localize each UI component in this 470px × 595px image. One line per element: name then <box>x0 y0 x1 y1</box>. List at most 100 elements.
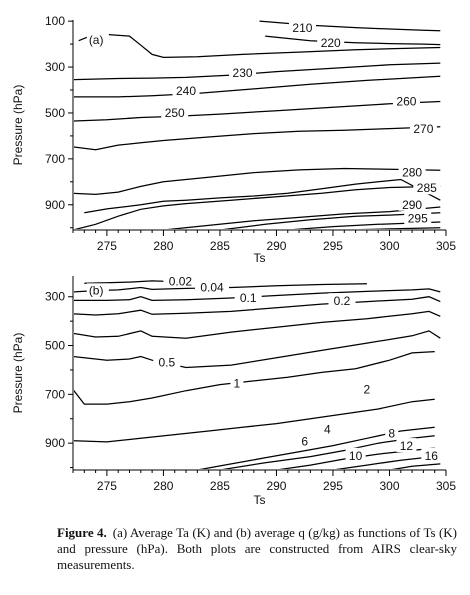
contour-label-bg <box>195 279 230 294</box>
panel-b-humidity: 275 280 285 290 295 300 305 300 500 700 900 Ts Press… <box>11 273 456 507</box>
contour-label: 210 <box>292 21 312 35</box>
figure: 275 280 285 290 295 300 305100300500700900TsPr… <box>11 14 456 507</box>
contour-line <box>74 167 441 196</box>
contour-label-bg <box>413 180 441 195</box>
caption-text: (a) Average Ta (K) and (b) average q (g/… <box>57 525 457 572</box>
contour-label: 0.5 <box>158 356 175 370</box>
contour-label-bg <box>234 289 262 304</box>
x-tick-label: 305 <box>436 479 456 493</box>
contour-line <box>74 288 441 302</box>
contour-lines <box>74 20 441 229</box>
contour-label-bg <box>161 104 189 119</box>
contour-line <box>74 126 441 151</box>
y-tick-label: 100 <box>45 14 65 28</box>
y-tick-label: 700 <box>45 387 65 401</box>
contour-label: 250 <box>165 106 185 120</box>
contour-label-bg <box>392 93 420 108</box>
y-tick-label: 300 <box>45 60 65 74</box>
contour-label: 10 <box>349 449 363 463</box>
y-tick-label: 500 <box>45 339 65 353</box>
y-tick-label: 500 <box>45 106 65 120</box>
contour-label: 8 <box>388 426 395 440</box>
contour-label: 0.1 <box>240 291 257 305</box>
x-tick-label: 295 <box>323 239 343 253</box>
contour-label-bg <box>385 425 399 440</box>
contour-label-bg <box>398 164 426 179</box>
contour-label: 260 <box>396 94 416 108</box>
contour-label: 270 <box>413 122 433 136</box>
contour-label-bg <box>153 354 181 369</box>
contour-label-bg <box>398 196 426 211</box>
contour-line <box>74 75 441 98</box>
contour-label-bg <box>320 421 334 436</box>
contour-label: 0.2 <box>334 294 351 308</box>
contour-label-bg <box>409 121 437 136</box>
contour-label-bg <box>396 438 417 453</box>
y-tick-label: 300 <box>45 290 65 304</box>
contour-label: 295 <box>408 212 428 226</box>
contour-label-bg <box>404 210 432 225</box>
contour-label-bg <box>345 447 366 462</box>
contour-line <box>265 35 441 46</box>
contour-label: 12 <box>400 439 414 453</box>
x-tick-label: 285 <box>210 239 230 253</box>
contour-line <box>84 178 441 214</box>
x-axis-title: Ts <box>254 251 266 265</box>
panel-label-bg <box>86 283 109 298</box>
contour-label: 0.04 <box>200 280 224 294</box>
y-axis-title: Pressure (hPa) <box>11 85 25 166</box>
contour-label-bg <box>172 83 200 98</box>
caption-label: Figure 4. <box>57 525 107 540</box>
contour-lines <box>74 280 441 469</box>
contour-line <box>222 212 441 229</box>
contour-label-bg <box>230 375 244 390</box>
contour-line <box>74 100 441 122</box>
contour-label: 280 <box>402 166 422 180</box>
contour-label: 6 <box>301 434 308 448</box>
x-tick-label: 305 <box>436 239 456 253</box>
contour-label: 285 <box>417 181 437 195</box>
x-tick-label: 275 <box>97 239 117 253</box>
contour-label-bg <box>360 381 374 396</box>
contour-label-bg <box>328 293 356 308</box>
figure-caption: Figure 4. (a) Average Ta (K) and (b) aver… <box>57 525 457 573</box>
contour-label-bg <box>163 273 198 288</box>
contour-label-bg <box>229 64 257 79</box>
contour-line <box>74 296 441 316</box>
contour-label-bg <box>317 34 345 49</box>
x-tick-label: 275 <box>97 479 117 493</box>
contour-label: 230 <box>233 66 253 80</box>
x-axis-title: Ts <box>254 493 266 507</box>
x-tick-label: 300 <box>379 479 399 493</box>
x-tick-label: 295 <box>323 479 343 493</box>
x-tick-label: 290 <box>266 479 286 493</box>
contour-label: 290 <box>402 198 422 212</box>
contour-label: 16 <box>425 449 439 463</box>
contour-line <box>78 33 441 59</box>
contour-line <box>167 206 441 229</box>
panel-a-temperature: 275 280 285 290 295 300 305100300500700900TsPr… <box>11 14 456 265</box>
contour-line <box>259 20 441 32</box>
contour-line <box>74 330 441 369</box>
x-tick-label: 300 <box>379 239 399 253</box>
panel-label-bg <box>86 33 109 48</box>
x-tick-label: 280 <box>153 479 173 493</box>
contour-label: 2 <box>364 382 371 396</box>
x-tick-label: 290 <box>266 239 286 253</box>
contour-label-bg <box>288 20 316 35</box>
panel-label: (b) <box>89 283 104 297</box>
y-tick-label: 900 <box>45 436 65 450</box>
x-tick-label: 285 <box>210 479 230 493</box>
contour-label-bg <box>421 447 442 462</box>
contour-label: 1 <box>234 376 241 390</box>
panel-label: (a) <box>89 33 104 47</box>
contour-label: 220 <box>321 36 341 50</box>
contour-label-bg <box>298 433 312 448</box>
contour-line <box>359 227 441 229</box>
contour-line <box>74 62 441 81</box>
contour-line <box>74 310 441 339</box>
contour-line <box>391 463 441 469</box>
contour-label: 0.02 <box>169 275 193 289</box>
